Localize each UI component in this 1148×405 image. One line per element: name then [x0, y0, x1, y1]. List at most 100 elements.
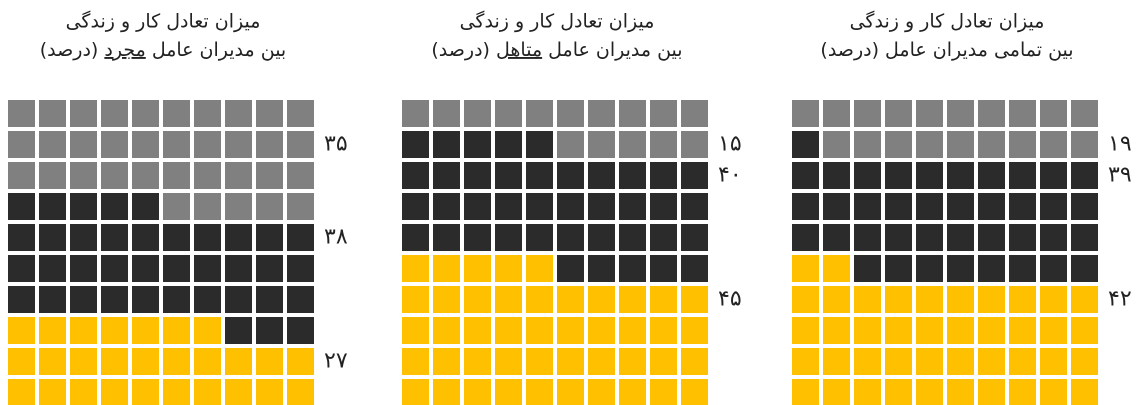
- cell: [619, 100, 646, 127]
- cell: [619, 224, 646, 251]
- cell: [823, 224, 850, 251]
- cell: [619, 255, 646, 282]
- cell: [132, 348, 159, 375]
- value-label: ۴۲: [1108, 287, 1132, 312]
- cell: [287, 100, 314, 127]
- cell: [402, 348, 429, 375]
- segment: [402, 100, 708, 158]
- cell: [256, 255, 283, 282]
- cell: [1040, 100, 1067, 127]
- cell: [1009, 162, 1036, 189]
- cell: [947, 193, 974, 220]
- cell: [792, 162, 819, 189]
- cell: [194, 255, 221, 282]
- cell: [39, 286, 66, 313]
- cell: [495, 348, 522, 375]
- cell: [287, 224, 314, 251]
- cell: [225, 100, 252, 127]
- cell: [163, 317, 190, 344]
- cell: [792, 286, 819, 313]
- subtitle-part: متاهل: [496, 39, 542, 61]
- cell: [1009, 224, 1036, 251]
- cell: [650, 379, 677, 405]
- cell: [526, 162, 553, 189]
- cell: [433, 348, 460, 375]
- cell: [619, 162, 646, 189]
- cell: [885, 286, 912, 313]
- cell: [854, 193, 881, 220]
- cell: [402, 224, 429, 251]
- cell: [39, 255, 66, 282]
- cell: [681, 193, 708, 220]
- cell: [433, 255, 460, 282]
- cell: [792, 379, 819, 405]
- cell: [287, 348, 314, 375]
- cell: [225, 162, 252, 189]
- cell: [163, 162, 190, 189]
- cell: [885, 317, 912, 344]
- cell: [947, 379, 974, 405]
- cell: [1040, 193, 1067, 220]
- cell: [557, 100, 584, 127]
- cell: [792, 348, 819, 375]
- cell: [8, 100, 35, 127]
- cell: [588, 286, 615, 313]
- cell: [1040, 379, 1067, 405]
- cell: [978, 224, 1005, 251]
- cell: [163, 131, 190, 158]
- cell: [526, 286, 553, 313]
- cell: [588, 348, 615, 375]
- cell: [464, 193, 491, 220]
- cell: [885, 193, 912, 220]
- waffle-chart: میزان تعادل کار و زندگی بین مدیران عامل …: [402, 10, 742, 405]
- cell: [194, 286, 221, 313]
- cell: [526, 348, 553, 375]
- cell: [402, 286, 429, 313]
- cell: [70, 255, 97, 282]
- cell: [1040, 131, 1067, 158]
- cell: [916, 162, 943, 189]
- cell: [433, 162, 460, 189]
- cell: [101, 379, 128, 405]
- cell: [1071, 131, 1098, 158]
- cell: [433, 286, 460, 313]
- cell: [885, 224, 912, 251]
- cell: [194, 131, 221, 158]
- cell: [402, 379, 429, 405]
- value-label: ۱۹: [1108, 132, 1132, 157]
- cell: [163, 100, 190, 127]
- cell: [619, 131, 646, 158]
- cell: [194, 348, 221, 375]
- cell: [588, 162, 615, 189]
- cell: [8, 286, 35, 313]
- cell: [70, 100, 97, 127]
- cell: [681, 100, 708, 127]
- cell: [495, 100, 522, 127]
- cell: [70, 193, 97, 220]
- cell: [978, 317, 1005, 344]
- cell: [70, 224, 97, 251]
- cell: [70, 131, 97, 158]
- cell: [1071, 317, 1098, 344]
- cell: [464, 255, 491, 282]
- cell: [287, 379, 314, 405]
- cell: [225, 224, 252, 251]
- segment: [8, 100, 314, 220]
- cell: [225, 348, 252, 375]
- cell: [792, 100, 819, 127]
- cell: [1009, 379, 1036, 405]
- cell: [557, 162, 584, 189]
- cell: [947, 162, 974, 189]
- cell: [194, 224, 221, 251]
- cell: [978, 100, 1005, 127]
- cell: [916, 379, 943, 405]
- cell: [163, 193, 190, 220]
- cell: [1040, 224, 1067, 251]
- cell: [8, 131, 35, 158]
- chart-title: میزان تعادل کار و زندگی: [66, 10, 261, 33]
- cell: [39, 379, 66, 405]
- cell: [916, 286, 943, 313]
- cell: [101, 193, 128, 220]
- cell: [1009, 131, 1036, 158]
